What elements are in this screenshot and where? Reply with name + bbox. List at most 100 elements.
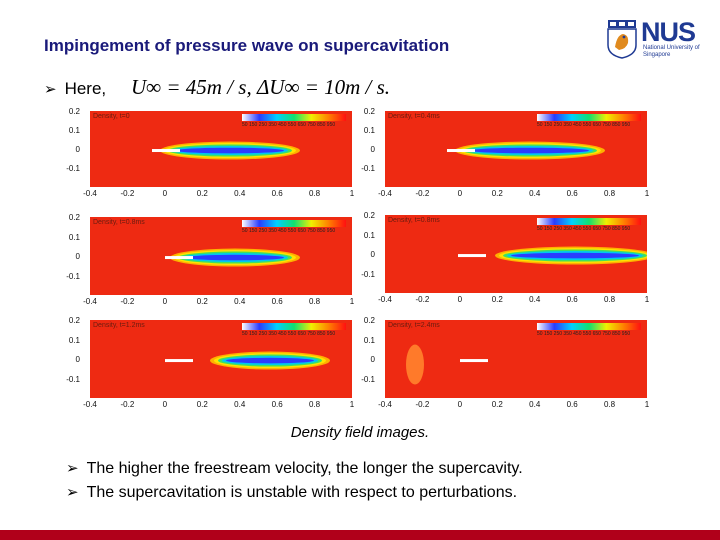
bullet-item: ➢ The higher the freestream velocity, the…: [66, 459, 523, 478]
x-tick-label: 1: [644, 189, 650, 198]
x-tick-label: -0.4: [378, 295, 392, 304]
density-plot: Density, t=0.4ms 50 150 250 350 450 550 6…: [385, 111, 647, 187]
cavity-field: [458, 246, 647, 265]
colorbar-ticks: 50 150 250 350 450 550 650 750 850 950: [242, 228, 336, 234]
x-tick-label: -0.2: [415, 189, 430, 198]
x-tick-label: 0.8: [309, 189, 321, 198]
x-tick-label: -0.2: [120, 400, 135, 409]
x-tick-label: 0.8: [604, 189, 616, 198]
pressure-wave-blob: [406, 344, 424, 385]
cavity-field: [152, 141, 300, 160]
nus-crest-icon: [607, 20, 637, 59]
colorbar: 50 150 250 350 450 550 650 750 850 950: [537, 218, 641, 236]
colorbar-gradient: [537, 218, 641, 225]
colorbar-gradient: [242, 220, 346, 227]
x-tick-label: 1: [349, 297, 355, 306]
x-tick-label: 0.4: [529, 400, 541, 409]
figure-caption: Density field images.: [290, 424, 430, 441]
colorbar: 50 150 250 350 450 550 650 750 850 950: [537, 114, 641, 132]
cavity-contour: [226, 357, 314, 364]
y-tick-label: -0.1: [361, 164, 375, 173]
y-tick-label: 0.2: [363, 316, 375, 325]
x-tick-label: -0.2: [120, 189, 135, 198]
slide-title: Impingement of pressure wave on supercav…: [44, 36, 450, 55]
density-plot: Density, t=1.2ms 50 150 250 350 450 550 6…: [90, 320, 352, 398]
cavity-contour: [511, 252, 639, 259]
cavitator-body: [460, 359, 488, 363]
panel-title: Density, t=2.4ms: [388, 322, 440, 329]
density-plot: Density, t=0 50 150 250 350 450 550 650 7…: [90, 111, 352, 187]
x-tick-label: -0.2: [415, 400, 430, 409]
x-tick-label: -0.2: [120, 297, 135, 306]
y-tick-label: 0.2: [363, 211, 375, 220]
x-tick-label: 0.6: [566, 189, 578, 198]
x-tick-label: 1: [644, 400, 650, 409]
y-tick-label: -0.1: [66, 271, 80, 281]
y-tick-label: 0.1: [363, 335, 375, 345]
x-tick-label: 0.4: [529, 295, 541, 304]
x-tick-label: 0.6: [566, 400, 578, 409]
y-tick-label: 0.1: [68, 232, 80, 242]
colorbar-ticks: 50 150 250 350 450 550 650 750 850 950: [537, 122, 631, 128]
x-tick-label: 0: [457, 189, 463, 198]
x-tick-label: -0.4: [83, 400, 97, 409]
y-tick-label: 0.2: [68, 316, 80, 325]
cavity-field: [165, 351, 330, 370]
x-tick-label: -0.2: [415, 295, 430, 304]
panel-title: Density, t=1.2ms: [93, 322, 145, 329]
nus-subtext: National University of Singapore: [643, 45, 700, 58]
y-tick-label: 0: [75, 145, 80, 154]
x-tick-label: 0.2: [491, 400, 503, 409]
x-tick-label: 0: [162, 400, 168, 409]
y-tick-label: 0: [370, 145, 375, 154]
x-tick-label: 0: [162, 189, 168, 198]
y-tick-label: 0: [75, 252, 80, 261]
bullet-arrow-icon: ➢: [44, 80, 57, 98]
y-tick-label: 0.2: [68, 107, 80, 116]
cavitator-body: [447, 149, 475, 153]
colorbar-gradient: [242, 114, 346, 121]
y-tick-label: -0.1: [361, 374, 375, 384]
cavitator-body: [152, 149, 180, 153]
x-tick-label: 0.2: [491, 295, 503, 304]
cavity-field: [406, 344, 488, 385]
colorbar: 50 150 250 350 450 550 650 750 850 950: [242, 323, 346, 341]
footer-bar: [0, 530, 720, 540]
x-tick-label: 0: [457, 295, 463, 304]
x-tick-label: 0.6: [271, 189, 283, 198]
colorbar-ticks: 50 150 250 350 450 550 650 750 850 950: [242, 122, 336, 128]
colorbar-gradient: [537, 114, 641, 121]
y-tick-label: 0.1: [363, 126, 375, 135]
x-tick-label: 0: [162, 297, 168, 306]
bullet-arrow-icon: ➢: [66, 483, 79, 501]
y-tick-label: 0.1: [68, 335, 80, 345]
x-tick-label: 0.8: [604, 295, 616, 304]
density-plot: Density, t=0.8ms 50 150 250 350 450 550 6…: [90, 217, 352, 295]
panel-title: Density, t=0.8ms: [93, 219, 145, 226]
x-tick-label: 0.2: [196, 297, 208, 306]
colorbar: 50 150 250 350 450 550 650 750 850 950: [242, 114, 346, 132]
colorbar-ticks: 50 150 250 350 450 550 650 750 850 950: [537, 331, 631, 337]
colorbar-gradient: [537, 323, 641, 330]
velocity-formula: U∞ = 45m / s, ΔU∞ = 10m / s.: [131, 75, 391, 99]
y-tick-label: -0.1: [66, 374, 80, 384]
y-tick-label: 0.2: [68, 213, 80, 222]
colorbar-ticks: 50 150 250 350 450 550 650 750 850 950: [242, 331, 336, 337]
y-tick-label: -0.1: [66, 164, 80, 173]
panel-title: Density, t=0.4ms: [388, 113, 440, 120]
bullet-item: ➢ The supercavitation is unstable with re…: [66, 483, 517, 502]
y-tick-label: -0.1: [361, 269, 375, 279]
bullet-text: The supercavitation is unstable with res…: [86, 484, 518, 501]
x-tick-label: 1: [644, 295, 650, 304]
nus-wordmark: NUS: [641, 17, 696, 47]
x-tick-label: -0.4: [378, 400, 392, 409]
bullet-text: The higher the freestream velocity, the …: [86, 460, 523, 477]
intro-label: Here,: [64, 79, 107, 98]
x-tick-label: 0.4: [234, 400, 246, 409]
x-tick-label: 1: [349, 400, 355, 409]
x-tick-label: 0.6: [271, 297, 283, 306]
x-tick-label: 0: [457, 400, 463, 409]
cavity-contour: [186, 254, 284, 261]
y-tick-label: 0.1: [363, 230, 375, 240]
x-tick-label: -0.4: [83, 189, 97, 198]
